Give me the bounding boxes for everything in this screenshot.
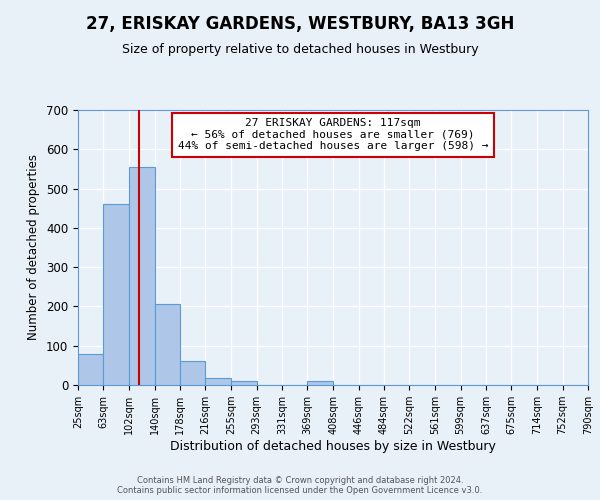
Bar bbox=[103, 204, 130, 385]
Y-axis label: Number of detached properties: Number of detached properties bbox=[28, 154, 40, 340]
Text: Size of property relative to detached houses in Westbury: Size of property relative to detached ho… bbox=[122, 42, 478, 56]
Bar bbox=[130, 167, 155, 385]
Text: Contains HM Land Registry data © Crown copyright and database right 2024.
Contai: Contains HM Land Registry data © Crown c… bbox=[118, 476, 482, 495]
Bar bbox=[232, 381, 257, 385]
Bar bbox=[307, 381, 334, 385]
X-axis label: Distribution of detached houses by size in Westbury: Distribution of detached houses by size … bbox=[170, 440, 496, 453]
Text: 27 ERISKAY GARDENS: 117sqm
← 56% of detached houses are smaller (769)
44% of sem: 27 ERISKAY GARDENS: 117sqm ← 56% of deta… bbox=[178, 118, 488, 152]
Bar bbox=[155, 304, 180, 385]
Bar bbox=[78, 354, 103, 385]
Text: 27, ERISKAY GARDENS, WESTBURY, BA13 3GH: 27, ERISKAY GARDENS, WESTBURY, BA13 3GH bbox=[86, 15, 514, 33]
Bar bbox=[205, 378, 232, 385]
Bar bbox=[180, 362, 205, 385]
